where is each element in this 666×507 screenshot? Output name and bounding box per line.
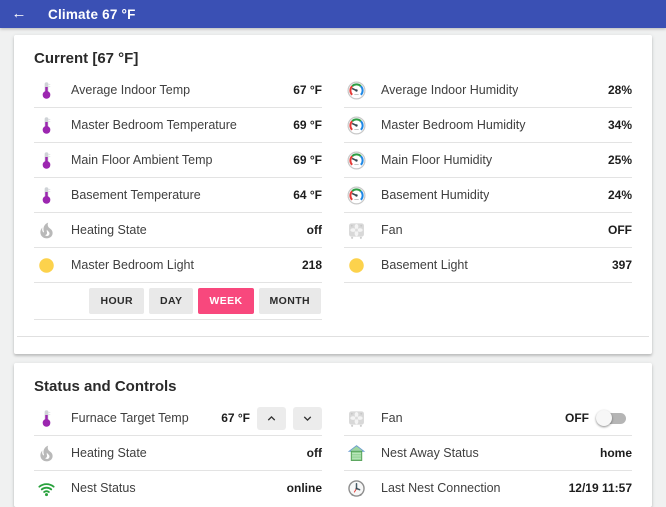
fan-toggle[interactable] — [596, 409, 626, 426]
current-card: Current [67 °F] Average Indoor Temp 67 °… — [14, 35, 652, 354]
fan-icon — [346, 408, 367, 429]
entity-row-main-floor-temp[interactable]: Main Floor Ambient Temp 69 °F — [34, 143, 322, 178]
entity-label: Basement Temperature — [71, 188, 201, 202]
entity-value: OFF — [608, 223, 632, 237]
entity-value: 24% — [607, 188, 632, 202]
clock-icon — [346, 478, 367, 499]
entity-value: OFF — [565, 411, 589, 425]
current-left-column: Average Indoor Temp 67 °F Master Bedroom… — [34, 73, 322, 320]
entity-label: Master Bedroom Temperature — [71, 118, 237, 132]
entity-label: Main Floor Ambient Temp — [71, 153, 213, 167]
gauge-icon — [346, 150, 367, 171]
gauge-icon — [346, 80, 367, 101]
entity-row-average-indoor-temp[interactable]: Average Indoor Temp 67 °F — [34, 73, 322, 108]
thermometer-icon — [36, 115, 57, 136]
range-button-day[interactable]: DAY — [148, 288, 194, 314]
chart-divider — [17, 336, 649, 337]
chevron-down-icon — [303, 415, 312, 421]
back-button[interactable]: ← — [0, 0, 38, 28]
entity-value: 69 °F — [293, 153, 322, 167]
entity-row-basement-temp[interactable]: Basement Temperature 64 °F — [34, 178, 322, 213]
entity-row-basement-light[interactable]: Basement Light 397 — [344, 248, 632, 283]
entity-value: off — [306, 446, 322, 460]
entity-row-basement-humidity[interactable]: Basement Humidity 24% — [344, 178, 632, 213]
thermometer-icon — [36, 408, 57, 429]
entity-label: Average Indoor Temp — [71, 83, 191, 97]
entity-label: Heating State — [71, 223, 147, 237]
decrease-temp-button[interactable] — [293, 406, 322, 430]
thermometer-icon — [36, 150, 57, 171]
entity-label: Master Bedroom Humidity — [381, 118, 526, 132]
arrow-left-icon: ← — [11, 5, 27, 22]
entity-row-heating-state[interactable]: Heating State off — [34, 213, 322, 248]
entity-row-heating-state[interactable]: Heating State off — [34, 436, 322, 471]
gauge-icon — [346, 185, 367, 206]
entity-value: off — [306, 223, 322, 237]
entity-row-nest-away-status[interactable]: Nest Away Status home — [344, 436, 632, 471]
entity-value: 67 °F — [221, 411, 250, 425]
entity-row-fan[interactable]: Fan OFF — [344, 213, 632, 248]
entity-row-furnace-target-temp[interactable]: Furnace Target Temp 67 °F — [34, 401, 322, 436]
entity-row-master-bedroom-light[interactable]: Master Bedroom Light 218 — [34, 248, 322, 283]
range-button-week[interactable]: WEEK — [198, 288, 254, 314]
app-header: ← Climate 67 °F — [0, 0, 666, 28]
house-icon — [346, 443, 367, 464]
entity-row-main-floor-humidity[interactable]: Main Floor Humidity 25% — [344, 143, 632, 178]
history-chart-area — [34, 320, 632, 336]
entity-value: 28% — [607, 83, 632, 97]
entity-value: 218 — [301, 258, 322, 272]
entity-label: Nest Status — [71, 481, 136, 495]
range-button-hour[interactable]: HOUR — [89, 288, 144, 314]
entity-row-master-bedroom-temp[interactable]: Master Bedroom Temperature 69 °F — [34, 108, 322, 143]
history-range-buttons: HOUR DAY WEEK MONTH — [34, 283, 322, 320]
entity-label: Nest Away Status — [381, 446, 479, 460]
wifi-icon — [36, 478, 57, 499]
entity-label: Fan — [381, 223, 403, 237]
entity-value: 25% — [607, 153, 632, 167]
flame-icon — [36, 443, 57, 464]
entity-value: 69 °F — [293, 118, 322, 132]
entity-row-last-nest-connection[interactable]: Last Nest Connection 12/19 11:57 — [344, 471, 632, 505]
chevron-up-icon — [267, 415, 276, 421]
entity-label: Heating State — [71, 446, 147, 460]
entity-value: 397 — [611, 258, 632, 272]
entity-value: home — [599, 446, 632, 460]
flame-icon — [36, 220, 57, 241]
status-right-column: Fan OFF Nest Away Status home Last Nest … — [344, 401, 632, 505]
current-right-column: Average Indoor Humidity 28% Master Bedro… — [344, 73, 632, 320]
entity-label: Average Indoor Humidity — [381, 83, 519, 97]
entity-label: Main Floor Humidity — [381, 153, 493, 167]
entity-label: Last Nest Connection — [381, 481, 501, 495]
entity-row-master-bedroom-humidity[interactable]: Master Bedroom Humidity 34% — [344, 108, 632, 143]
entity-label: Basement Light — [381, 258, 468, 272]
current-card-title: Current [67 °F] — [34, 50, 139, 67]
status-card: Status and Controls Furnace Target Temp … — [14, 363, 652, 507]
fan-icon — [346, 220, 367, 241]
thermometer-icon — [36, 80, 57, 101]
entity-row-nest-status[interactable]: Nest Status online — [34, 471, 322, 505]
thermometer-icon — [36, 185, 57, 206]
entity-label: Fan — [381, 411, 403, 425]
entity-row-fan-control[interactable]: Fan OFF — [344, 401, 632, 436]
status-card-title: Status and Controls — [34, 378, 177, 395]
entity-value: 67 °F — [293, 83, 322, 97]
entity-label: Basement Humidity — [381, 188, 490, 202]
light-icon — [346, 255, 367, 276]
entity-label: Master Bedroom Light — [71, 258, 194, 272]
entity-value: 34% — [607, 118, 632, 132]
entity-value: 64 °F — [293, 188, 322, 202]
range-button-month[interactable]: MONTH — [258, 288, 321, 314]
entity-value: 12/19 11:57 — [568, 481, 632, 495]
toggle-knob — [596, 409, 612, 426]
entity-row-average-indoor-humidity[interactable]: Average Indoor Humidity 28% — [344, 73, 632, 108]
gauge-icon — [346, 115, 367, 136]
increase-temp-button[interactable] — [257, 406, 286, 430]
light-icon — [36, 255, 57, 276]
page-title: Climate 67 °F — [48, 6, 136, 22]
entity-value: online — [286, 481, 322, 495]
status-left-column: Furnace Target Temp 67 °F Heating State … — [34, 401, 322, 505]
entity-label: Furnace Target Temp — [71, 411, 189, 425]
